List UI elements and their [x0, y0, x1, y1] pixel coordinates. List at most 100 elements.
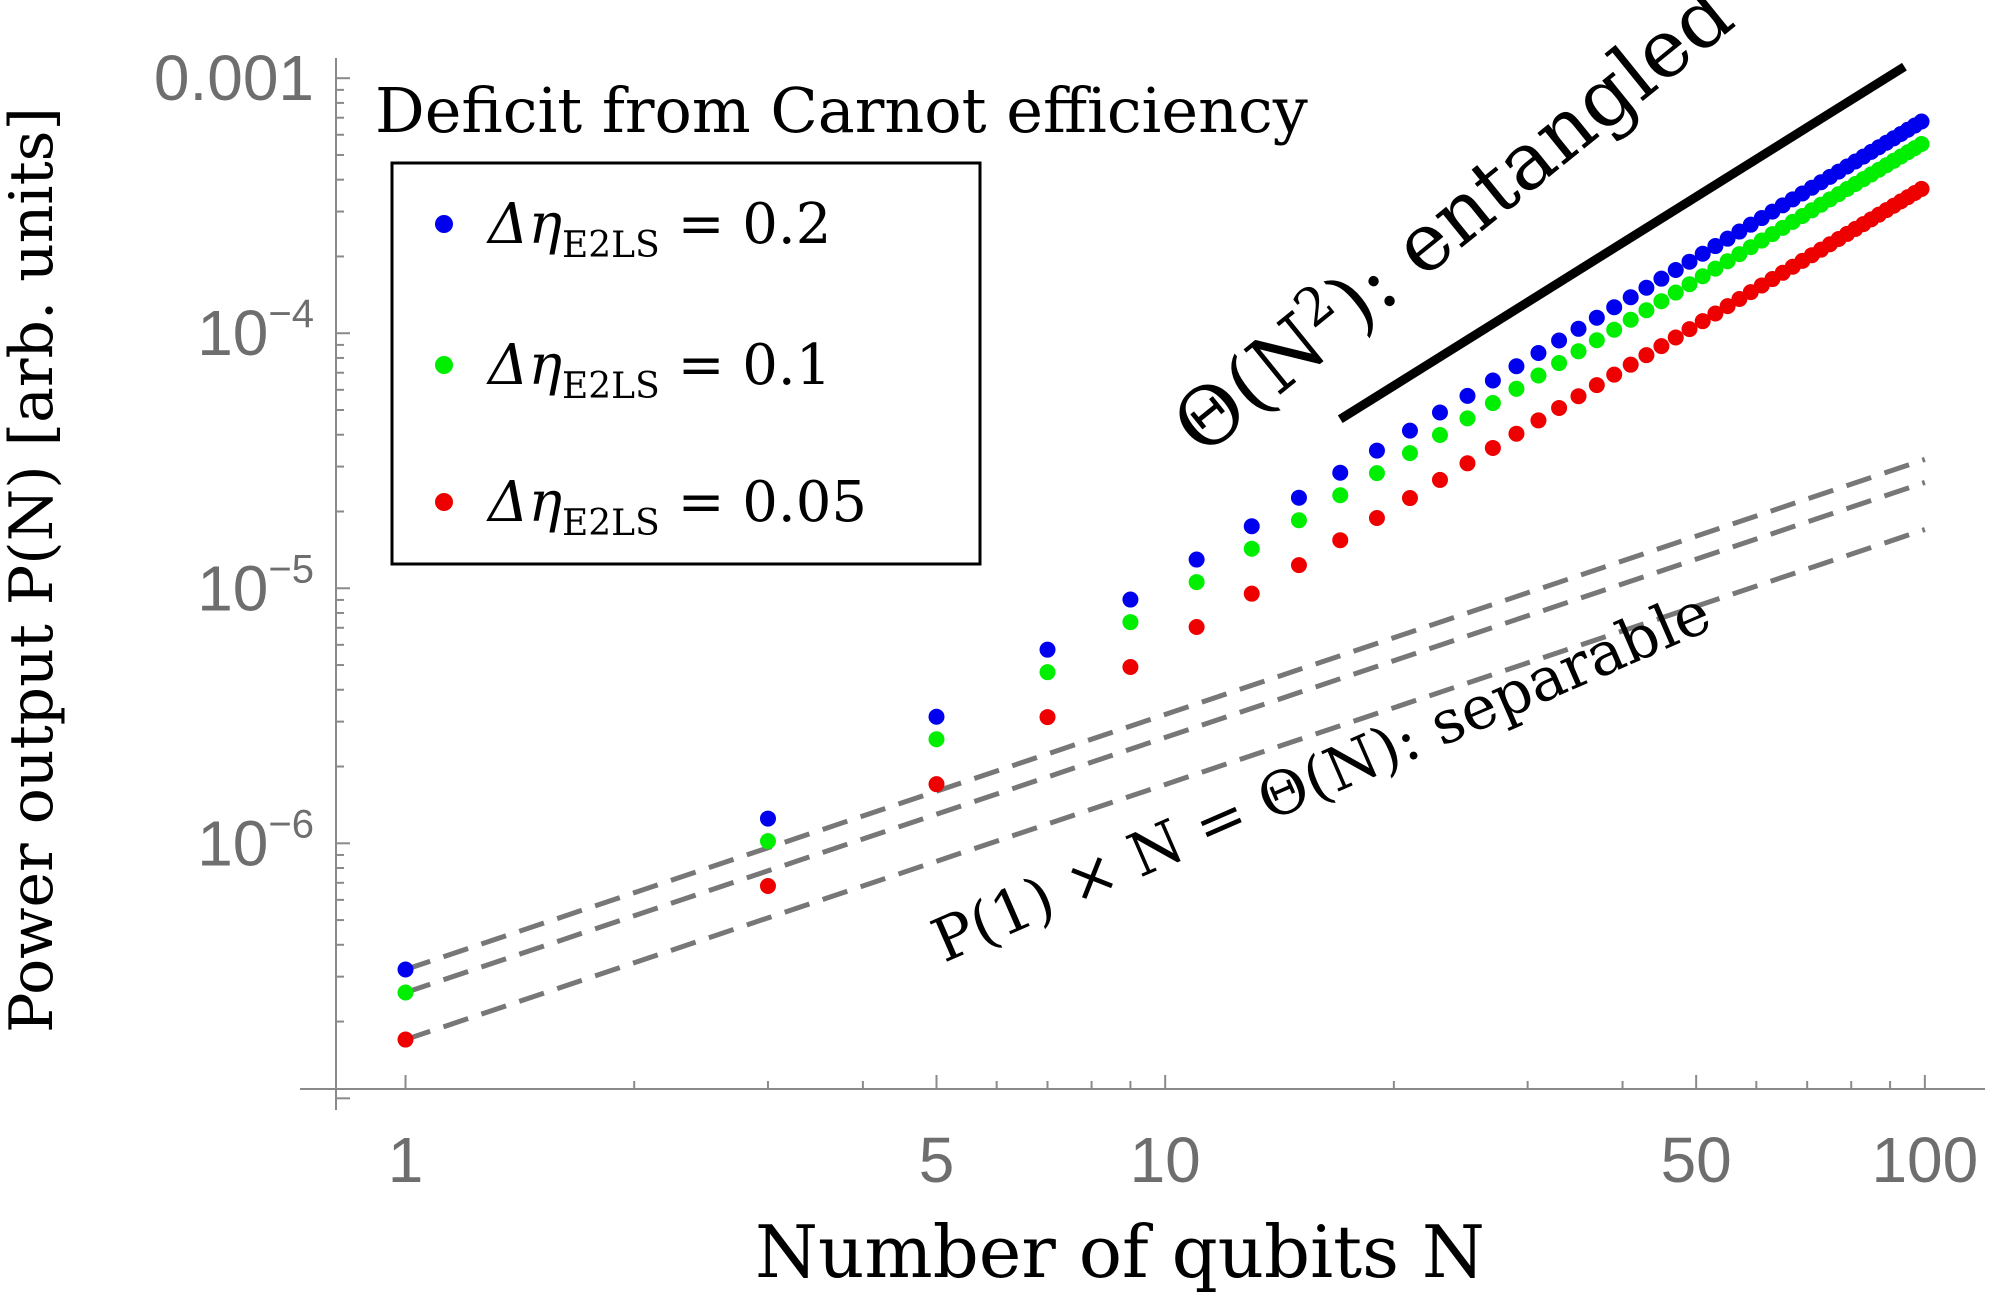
legend-marker-series-2	[435, 356, 453, 374]
data-point-series-2	[1459, 410, 1476, 427]
data-point-series-1	[1243, 518, 1260, 535]
data-point-series-1	[1653, 270, 1670, 287]
data-point-series-1	[759, 810, 776, 827]
data-point-series-3	[1039, 709, 1056, 726]
y-tick-label: 10−6	[197, 802, 314, 879]
data-point-series-1	[1484, 372, 1501, 389]
data-point-series-1	[1681, 253, 1698, 270]
data-point-series-3	[1431, 471, 1448, 488]
data-point-series-3	[1368, 510, 1385, 527]
data-point-series-2	[1681, 276, 1698, 293]
data-point-series-3	[397, 1031, 414, 1048]
data-point-series-3	[1667, 329, 1684, 346]
data-point-series-2	[1719, 253, 1736, 270]
data-point-series-2	[1913, 136, 1930, 153]
data-point-series-1	[1290, 489, 1307, 506]
data-points	[397, 113, 1930, 1048]
data-point-series-2	[928, 731, 945, 748]
data-point-series-3	[1588, 377, 1605, 394]
data-point-series-1	[1530, 344, 1547, 361]
legend-marker-series-1	[435, 215, 453, 233]
chart-title: Deficit from Carnot efficiency	[375, 74, 1308, 147]
data-point-series-1	[1913, 113, 1930, 130]
legend: ΔηE2LS = 0.2 ΔηE2LS = 0.1 ΔηE2LS = 0.05	[390, 161, 982, 566]
data-point-series-1	[1368, 442, 1385, 459]
legend-label-series-2: ΔηE2LS = 0.1	[486, 333, 831, 407]
data-point-series-1	[397, 961, 414, 978]
data-point-series-1	[1570, 320, 1587, 337]
reference-lines	[404, 62, 1926, 1042]
data-point-series-3	[1694, 313, 1711, 330]
data-point-series-3	[1530, 412, 1547, 429]
separable-reference-line	[404, 480, 1926, 995]
data-point-series-2	[1332, 487, 1349, 504]
data-point-series-1	[928, 708, 945, 725]
y-axis-label: Power output P(N) [arb. units]	[0, 107, 67, 1033]
y-ticks: 0.001 10−4 10−5 10−6	[154, 42, 350, 1100]
data-point-series-3	[1707, 305, 1724, 322]
data-point-series-2	[1290, 512, 1307, 529]
data-point-series-2	[1551, 355, 1568, 372]
data-point-series-1	[1039, 641, 1056, 658]
data-point-series-1	[1188, 551, 1205, 568]
data-point-series-3	[1401, 490, 1418, 507]
legend-label-series-1: ΔηE2LS = 0.2	[486, 192, 831, 266]
data-point-series-3	[1243, 585, 1260, 602]
x-tick-label: 50	[1661, 1124, 1732, 1196]
data-point-series-1	[1622, 289, 1639, 306]
data-point-series-2	[1368, 465, 1385, 482]
data-point-series-2	[1122, 614, 1139, 631]
data-point-series-2	[1484, 395, 1501, 412]
data-point-series-1	[1431, 404, 1448, 421]
data-point-series-3	[1913, 180, 1930, 197]
x-tick-label: 10	[1130, 1124, 1201, 1196]
data-point-series-3	[1332, 532, 1349, 549]
entangled-reference-line	[1337, 62, 1907, 424]
data-point-series-2	[1694, 268, 1711, 285]
data-point-series-1	[1707, 238, 1724, 255]
data-point-series-1	[1606, 299, 1623, 316]
x-tick-label: 1	[388, 1124, 424, 1196]
data-point-series-3	[928, 776, 945, 793]
data-point-series-3	[1681, 321, 1698, 338]
data-point-series-3	[1570, 388, 1587, 405]
legend-marker-series-3	[435, 493, 453, 511]
separable-reference-line	[404, 527, 1926, 1042]
data-point-series-3	[1551, 399, 1568, 416]
data-point-series-1	[1459, 387, 1476, 404]
data-point-series-1	[1694, 245, 1711, 262]
data-point-series-2	[1606, 321, 1623, 338]
data-point-series-2	[1431, 427, 1448, 444]
data-point-series-3	[1719, 298, 1736, 315]
data-point-series-3	[1290, 557, 1307, 574]
data-point-series-3	[1653, 338, 1670, 355]
data-point-series-1	[1122, 591, 1139, 608]
data-point-series-1	[1551, 332, 1568, 349]
data-point-series-2	[397, 984, 414, 1001]
legend-box	[390, 161, 982, 566]
data-point-series-1	[1508, 358, 1525, 375]
data-point-series-3	[1122, 658, 1139, 675]
data-point-series-2	[1530, 367, 1547, 384]
data-point-series-1	[1667, 262, 1684, 279]
data-point-series-3	[1188, 618, 1205, 635]
data-point-series-2	[1401, 445, 1418, 462]
separable-annotation: P(1) × N = Θ(N): separable	[922, 577, 1721, 976]
data-point-series-3	[759, 878, 776, 895]
data-point-series-2	[1588, 332, 1605, 349]
separable-reference-line	[404, 457, 1926, 972]
x-tick-label: 5	[919, 1124, 955, 1196]
data-point-series-2	[1188, 574, 1205, 591]
entangled-annotation: Θ(N2): entangled	[1154, 0, 1750, 473]
x-tick-label: 100	[1871, 1124, 1978, 1196]
x-axis-label: Number of qubits N	[755, 1210, 1485, 1294]
data-point-series-2	[1707, 260, 1724, 277]
legend-label-series-3: ΔηE2LS = 0.05	[486, 470, 867, 544]
y-tick-label: 10−4	[197, 292, 314, 369]
data-point-series-3	[1508, 425, 1525, 442]
y-tick-label: 10−5	[197, 547, 314, 624]
data-point-series-1	[1588, 309, 1605, 326]
data-point-series-2	[1508, 380, 1525, 397]
data-point-series-3	[1484, 439, 1501, 456]
